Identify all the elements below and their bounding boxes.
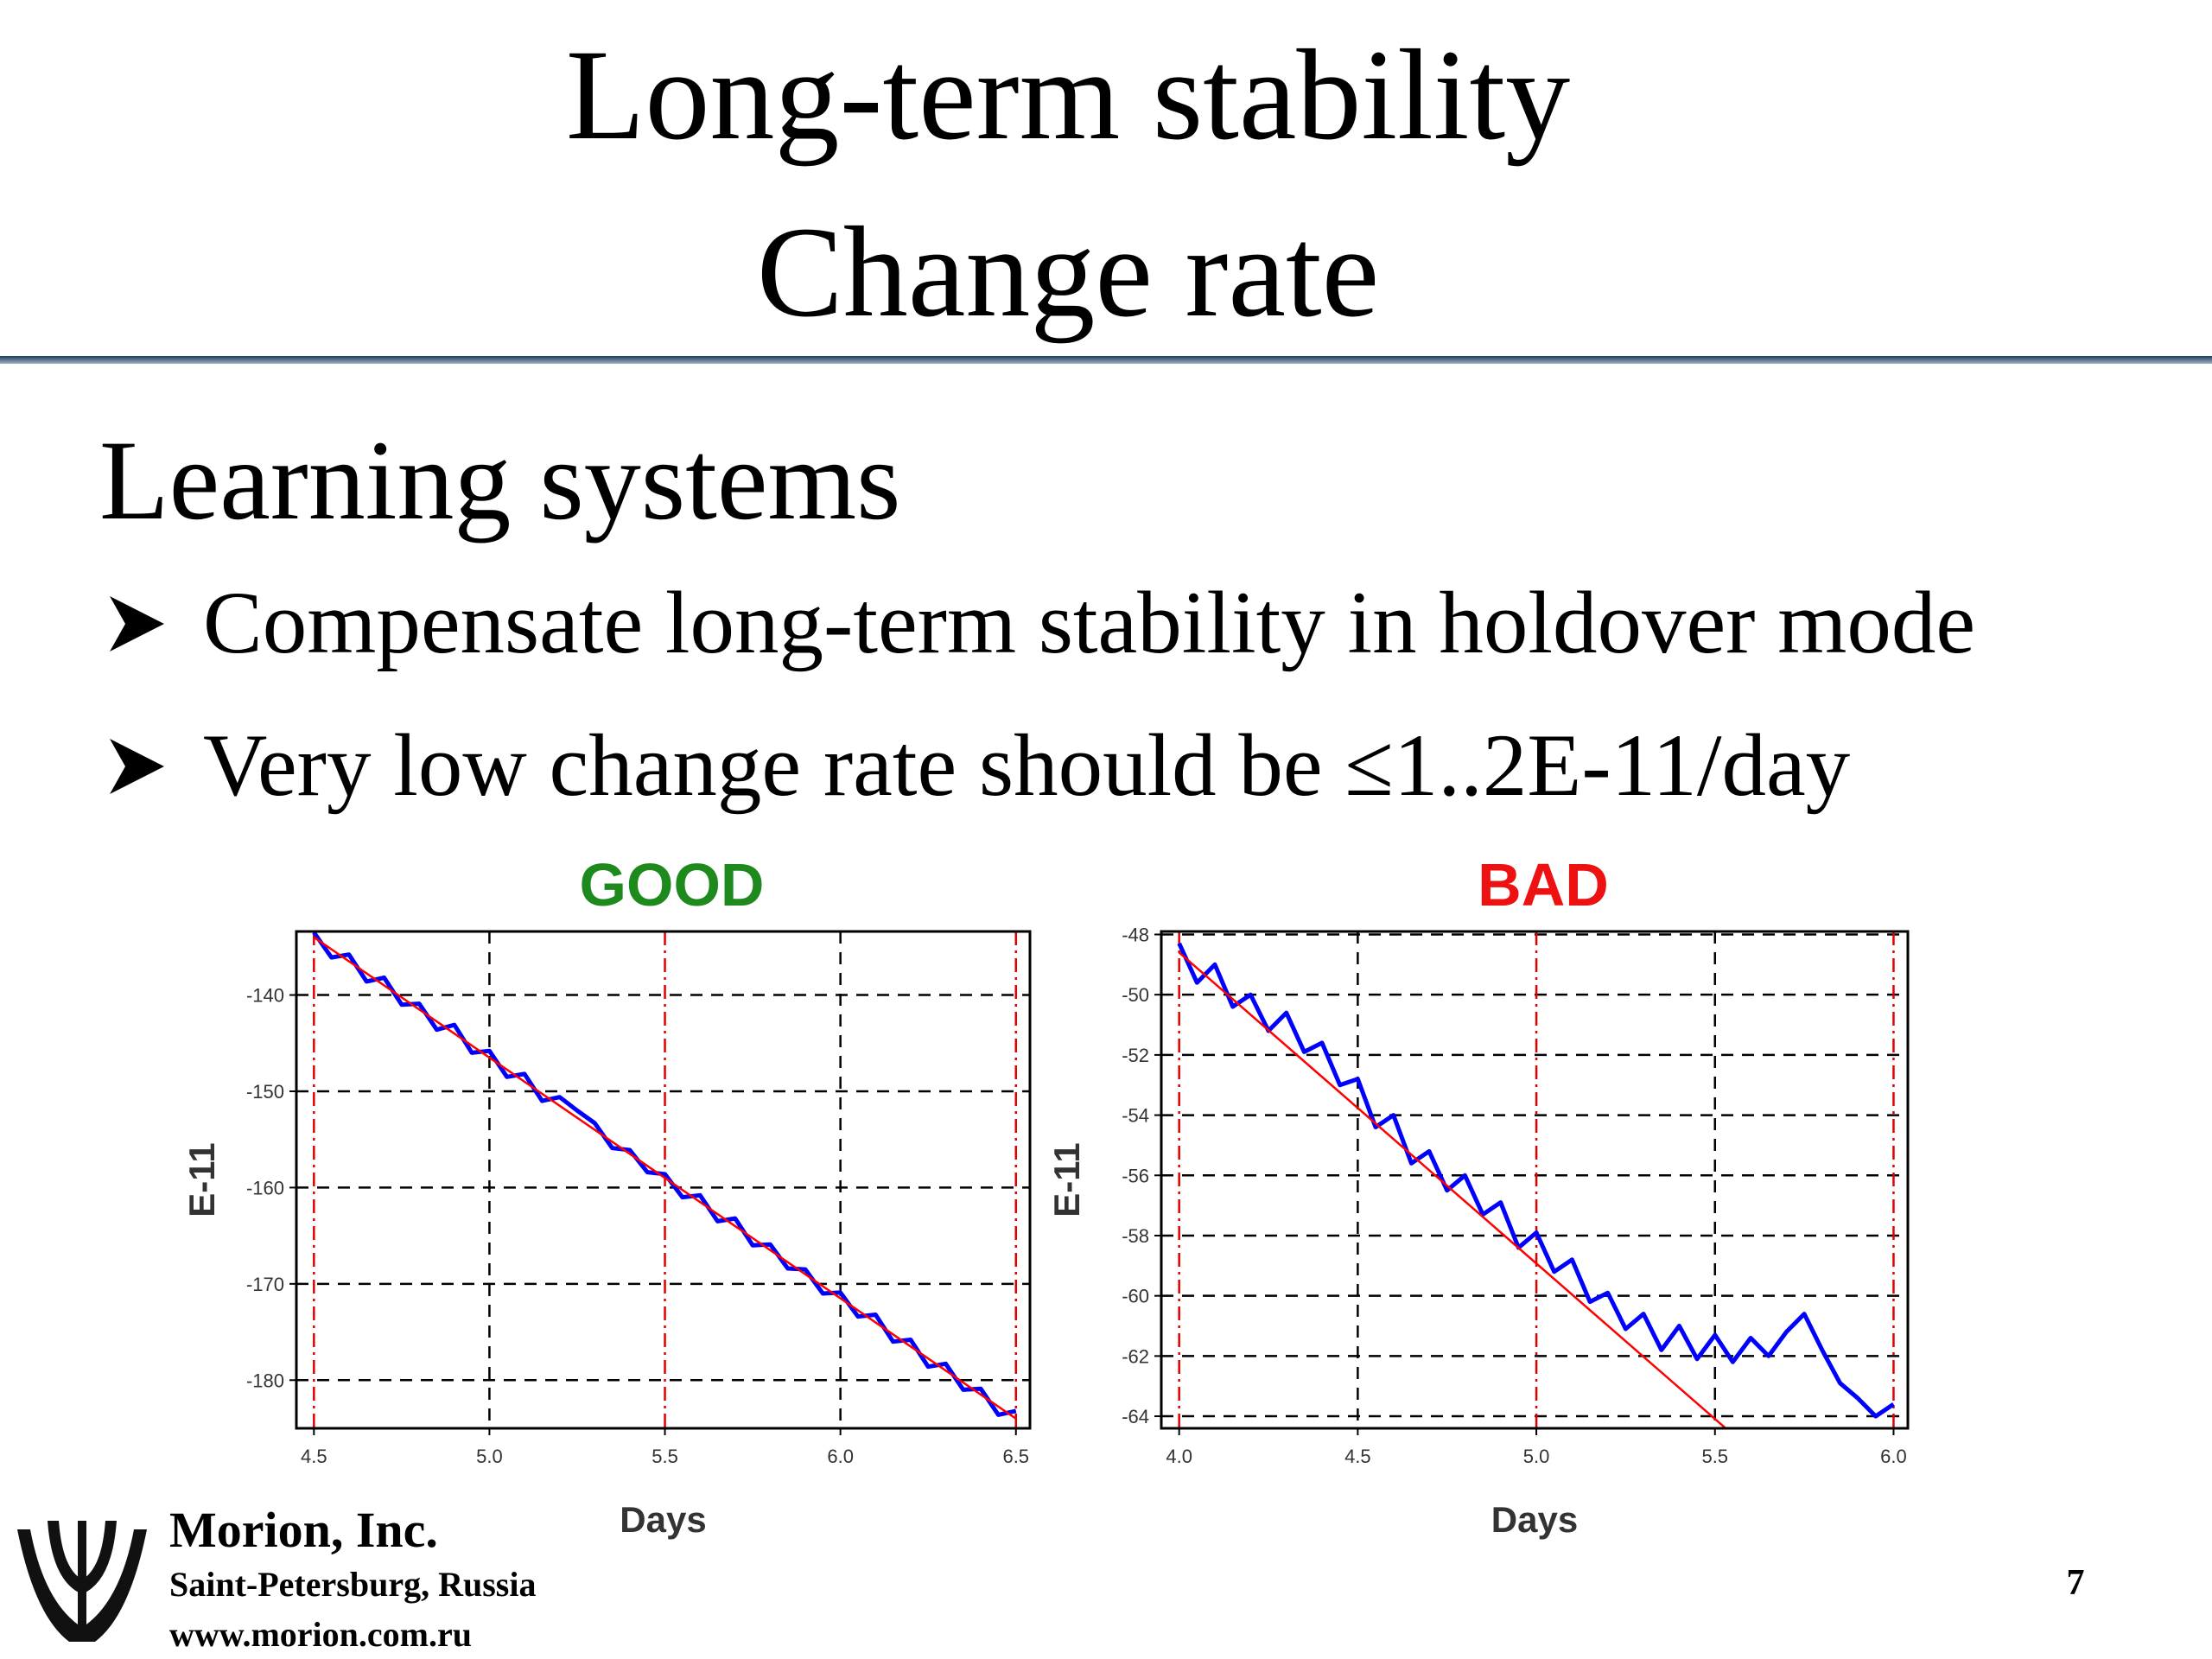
x-tick-label: 4.5	[1344, 1446, 1371, 1467]
data-line	[1178, 951, 1727, 1428]
y-tick-label: -64	[1122, 1406, 1149, 1427]
x-axis-label: Days	[1491, 1499, 1578, 1540]
y-tick-label: -54	[1122, 1105, 1149, 1127]
y-tick-label: -56	[1122, 1165, 1149, 1186]
slide-title-line: Long-term stability	[566, 23, 1570, 167]
x-tick-label: 5.0	[1523, 1446, 1550, 1467]
x-tick-label: 6.0	[827, 1446, 854, 1467]
y-tick-label: -170	[246, 1274, 284, 1295]
page-number: 7	[2067, 1563, 2085, 1603]
x-tick-label: 5.0	[476, 1446, 503, 1467]
x-tick-label: 4.5	[301, 1446, 327, 1467]
chart-title: GOOD	[580, 851, 765, 918]
bullet: Compensate long-term stability in holdov…	[203, 574, 1975, 672]
x-tick-label: 4.0	[1166, 1446, 1192, 1467]
bullet: Very low change rate should be ≤1..2E-11…	[203, 716, 1851, 815]
plot-frame	[1160, 930, 1910, 1430]
footer-city: Saint-Petersburg, Russia	[169, 1565, 536, 1604]
y-tick-label: -160	[246, 1177, 284, 1198]
y-axis-label: E-11	[1046, 1142, 1087, 1217]
x-tick-label: 5.5	[652, 1446, 678, 1467]
bullet-arrow	[110, 739, 164, 794]
data-line	[1177, 942, 1895, 1419]
chart-title: BAD	[1478, 851, 1609, 918]
data-line	[313, 936, 1017, 1420]
plot-area	[1161, 931, 1908, 1428]
logo	[17, 1521, 147, 1642]
y-tick-label: -48	[1122, 924, 1149, 945]
y-tick-label: -180	[246, 1370, 284, 1391]
x-axis-label: Days	[620, 1499, 706, 1540]
slide-title-line: Change rate	[757, 200, 1379, 344]
footer-company: Morion, Inc.	[169, 1502, 438, 1558]
y-tick-label: -150	[246, 1081, 284, 1103]
subtitle: Learning systems	[99, 416, 900, 543]
series-group	[312, 931, 1017, 1420]
series-group	[1177, 942, 1895, 1428]
y-tick-label: -52	[1122, 1045, 1149, 1066]
title-rule	[0, 356, 2212, 364]
y-tick-label: -50	[1122, 984, 1149, 1006]
bullet-arrow	[110, 596, 164, 652]
plot-frame	[295, 930, 1032, 1430]
y-tick-label: -140	[246, 985, 284, 1007]
x-tick-label: 5.5	[1701, 1446, 1728, 1467]
y-tick-label: -58	[1122, 1225, 1149, 1247]
y-tick-label: -62	[1122, 1345, 1149, 1367]
x-tick-label: 6.0	[1880, 1446, 1907, 1467]
y-tick-label: -60	[1122, 1286, 1149, 1307]
y-axis-label: E-11	[181, 1142, 222, 1217]
data-line	[312, 931, 1017, 1417]
footer-url: www.morion.com.ru	[169, 1615, 472, 1654]
x-tick-label: 6.5	[1002, 1446, 1029, 1467]
